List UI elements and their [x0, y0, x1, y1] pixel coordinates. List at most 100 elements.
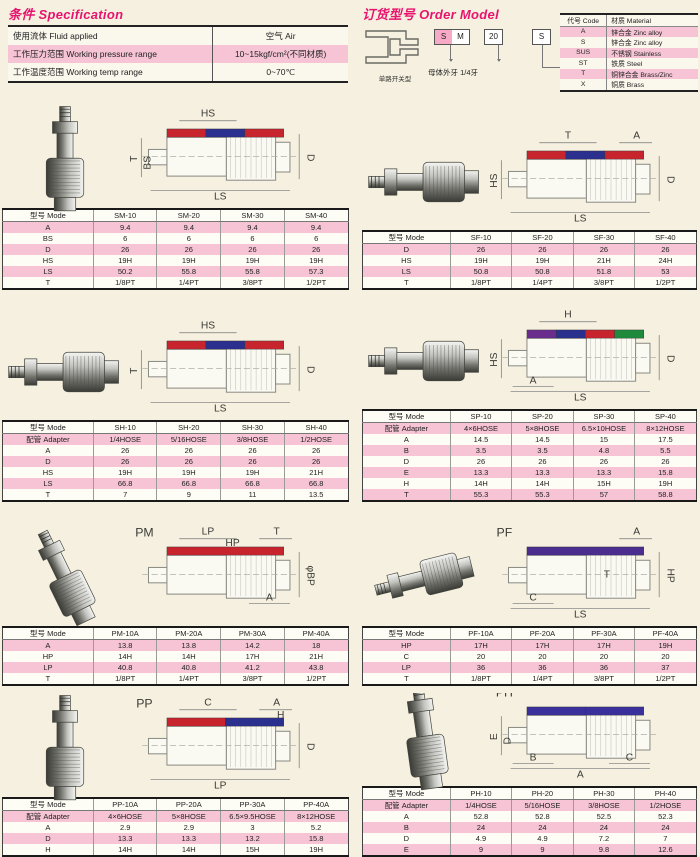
column-header: PF-30A: [572, 627, 635, 640]
product-visual: HS T D LS: [2, 297, 352, 420]
spec-table-PP: 型号 Mode PP-10A PP-20A PP-30A PP-40A 配管 Adapte…: [2, 797, 349, 857]
coupler-profile-caption: 单路开关型: [378, 76, 412, 83]
dimension-value: 55.8: [156, 266, 221, 277]
dimension-label: A: [403, 435, 409, 444]
dimension-value: 4.9: [511, 833, 574, 844]
column-header: SH-20: [156, 421, 221, 434]
dimension-value: 24H: [634, 255, 697, 266]
material-code-block: 代号 Code 材质 Material A 锌合金 Zinc alloy S 锌合金 Zi…: [560, 13, 698, 92]
dimension-value: 13.3: [92, 833, 157, 844]
dimension-value: 14H: [92, 651, 157, 662]
dimension-value: 2.9: [92, 822, 157, 833]
spec-table-PH: 型号 Mode PH-10 PH-20 PH-30 PH-40 配管 Adapter 1/4…: [362, 786, 697, 857]
table-row: T 55.3 55.3 57 58.8: [362, 489, 697, 501]
svg-text:C: C: [626, 752, 634, 763]
dimension-value: 13.2: [220, 833, 285, 844]
table-row: A 9.4 9.4 9.4 9.4: [2, 221, 348, 233]
spec-value: 空气 Air: [212, 26, 348, 45]
spec-label: 工作温度范围 Working temp range: [13, 67, 143, 77]
code-row: T 铜锌合金 Brass/Zinc: [560, 68, 698, 79]
dimension-value: 26: [572, 456, 635, 467]
svg-text:LS: LS: [214, 192, 227, 203]
dimension-value: 57.3: [283, 266, 348, 277]
product-photo-SM: [2, 106, 128, 212]
dimension-value: 55.8: [220, 266, 285, 277]
material-name: 铜锌合金 Brass/Zinc: [606, 68, 698, 79]
specification-table: 使用流体 Fluid applied 空气 Air 工作压力范围 Working p…: [8, 25, 348, 83]
product-photo-SF: [362, 134, 488, 230]
table-row: B 24 24 24 24: [362, 822, 697, 833]
dimension-value: 13.3: [156, 833, 221, 844]
table-row: H 14H 14H 15H 19H: [3, 844, 348, 856]
svg-text:A: A: [633, 527, 640, 538]
product-section-PF: PF A T HP C LS 型号 Mode PF-10A PF-20A PF-30A PF-40A…: [362, 509, 700, 693]
dimension-value: 26: [92, 445, 157, 456]
column-header: 型号 Mode: [362, 787, 451, 800]
table-row: A 52.8 52.8 52.5 52.3: [363, 811, 697, 822]
coupler-profile-icon: [365, 30, 419, 64]
material-code: ST: [578, 59, 588, 67]
dimension-label: D: [403, 834, 410, 843]
column-header: SH-40: [283, 421, 348, 434]
dimension-value: 14H: [511, 478, 574, 489]
dimension-value: 1/2PT: [634, 277, 697, 289]
dimension-value: 7: [634, 833, 697, 844]
dimension-value: 13.3: [449, 467, 512, 478]
dimension-label: HS: [401, 256, 412, 265]
dimension-value: 24: [449, 822, 512, 833]
column-header: PP-40A: [283, 798, 348, 811]
table-header-row: 型号 Mode PM-10A PM-20A PM-30A PM-40A: [2, 627, 348, 640]
dimension-value: 4×6HOSE: [92, 810, 157, 822]
dimension-value: 9.8: [572, 844, 635, 856]
svg-text:LS: LS: [574, 214, 587, 225]
dimension-label: D: [45, 457, 51, 466]
dimension-value: 19H: [634, 478, 697, 489]
dimension-value: 43.8: [283, 662, 348, 673]
dimension-diagram-SP: H HS D A LS: [488, 301, 700, 409]
table-row: BS 6 6 6 6: [3, 233, 348, 244]
table-row: T 1/8PT 1/4PT 3/8PT 1/2PT: [363, 673, 697, 685]
svg-text:LS: LS: [574, 393, 587, 404]
spec-value: 10~15kgf/cm²(不同材质): [212, 45, 348, 63]
dimension-value: 3/8PT: [572, 673, 635, 685]
column-header: 型号 Mode: [2, 421, 94, 434]
dimension-label: A: [45, 823, 51, 832]
column-header: SP-40: [634, 410, 697, 423]
dimension-value: 7.2: [572, 833, 635, 844]
spec-label: 使用流体 Fluid applied: [13, 31, 98, 41]
dimension-value: 26: [92, 456, 157, 467]
material-code: A: [580, 28, 586, 36]
svg-text:PH: PH: [496, 693, 513, 700]
svg-text:D: D: [304, 366, 315, 373]
dimension-value: 9.4: [156, 221, 221, 233]
dimension-diagram-PH: PH ED B C A: [488, 693, 700, 786]
specification-title: 条件 Specification: [8, 7, 124, 22]
column-header: SH-30: [220, 421, 285, 434]
column-header: 型号 Mode: [2, 798, 94, 811]
table-header-row: 型号 Mode SF-10 SF-20 SF-30 SF-40: [362, 231, 697, 244]
column-header: PF-20A: [511, 627, 574, 640]
dimension-value: 5×8HOSE: [156, 810, 221, 822]
column-header: SH-10: [92, 421, 157, 434]
table-row: HS 19H 19H 19H 19H: [3, 255, 348, 266]
table-row: 配管 Adapter 4×6HOSE 5×8HOSE 6.5×9.5HOSE 8×12H…: [2, 810, 348, 822]
dimension-value: 15H: [572, 478, 635, 489]
product-sections-grid: HS T BS D LS 型号 Mode SM-10 SM-20 SM-30 SM-40 A 9.4 9…: [0, 95, 700, 857]
dimension-value: 20: [572, 651, 635, 662]
dimension-value: 13.3: [572, 467, 635, 478]
column-header: PH-40: [634, 787, 697, 800]
svg-text:A: A: [266, 592, 273, 603]
dimension-value: 19H: [92, 467, 157, 478]
dimension-value: 6.5×10HOSE: [572, 422, 635, 434]
dimension-value: 26: [511, 243, 574, 255]
column-header: SM-10: [92, 209, 157, 222]
table-row: LP 36 36 36 37: [362, 662, 697, 673]
dimension-value: 3/8HOSE: [572, 799, 635, 811]
dimension-value: 15H: [220, 844, 285, 856]
table-row: C 20 20 20 20: [363, 651, 697, 662]
dimension-value: 13.5: [283, 489, 348, 501]
dimension-value: 8×12HOSE: [634, 422, 697, 434]
dimension-value: 26: [511, 456, 574, 467]
